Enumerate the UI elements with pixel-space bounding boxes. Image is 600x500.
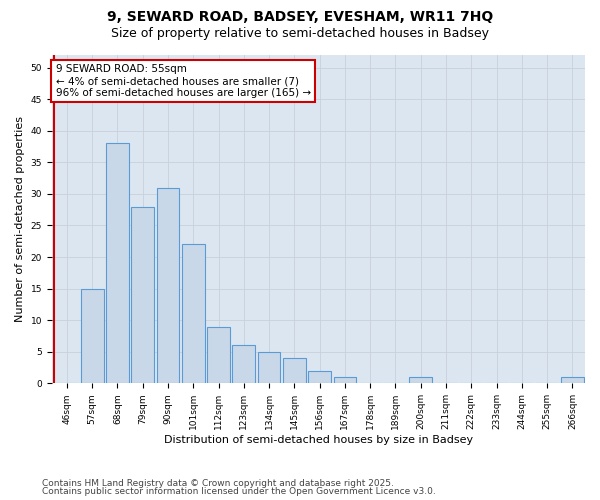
Bar <box>81 288 104 384</box>
Bar <box>283 358 306 384</box>
Text: 9, SEWARD ROAD, BADSEY, EVESHAM, WR11 7HQ: 9, SEWARD ROAD, BADSEY, EVESHAM, WR11 7H… <box>107 10 493 24</box>
Bar <box>561 377 584 384</box>
Text: Size of property relative to semi-detached houses in Badsey: Size of property relative to semi-detach… <box>111 28 489 40</box>
Bar <box>157 188 179 384</box>
Bar <box>334 377 356 384</box>
Y-axis label: Number of semi-detached properties: Number of semi-detached properties <box>15 116 25 322</box>
Bar <box>409 377 432 384</box>
Text: Contains public sector information licensed under the Open Government Licence v3: Contains public sector information licen… <box>42 487 436 496</box>
Text: Contains HM Land Registry data © Crown copyright and database right 2025.: Contains HM Land Registry data © Crown c… <box>42 478 394 488</box>
Bar <box>207 326 230 384</box>
Bar <box>308 370 331 384</box>
X-axis label: Distribution of semi-detached houses by size in Badsey: Distribution of semi-detached houses by … <box>164 435 473 445</box>
Bar <box>131 206 154 384</box>
Bar <box>258 352 280 384</box>
Bar <box>106 144 129 384</box>
Text: 9 SEWARD ROAD: 55sqm
← 4% of semi-detached houses are smaller (7)
96% of semi-de: 9 SEWARD ROAD: 55sqm ← 4% of semi-detach… <box>56 64 311 98</box>
Bar <box>182 244 205 384</box>
Bar <box>232 346 255 384</box>
